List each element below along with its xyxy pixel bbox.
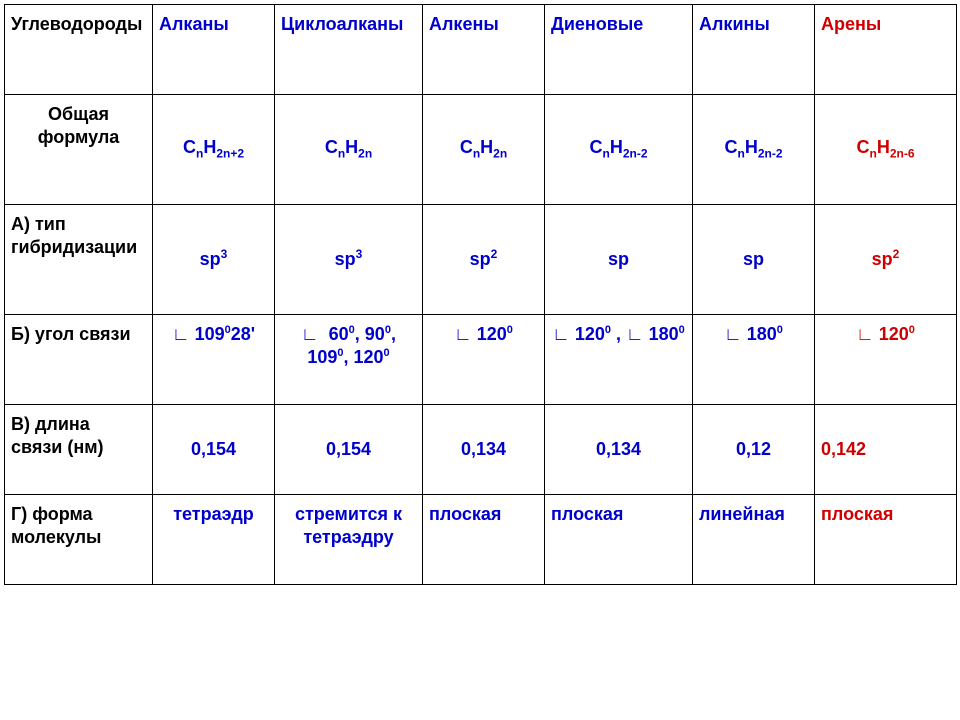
- header-cell-1: Алканы: [153, 5, 275, 95]
- length-alkenes: 0,134: [423, 405, 545, 495]
- hybrid-cycloalkanes: sp3: [275, 205, 423, 315]
- angle-cycloalkanes: ∟ 600, 900, 1090, 1200: [275, 315, 423, 405]
- angle-alkynes: ∟ 1800: [693, 315, 815, 405]
- angle-alkenes: ∟ 1200: [423, 315, 545, 405]
- length-alkynes: 0,12: [693, 405, 815, 495]
- row-formula-label: Общая формула: [5, 95, 153, 205]
- header-cell-2: Циклоалканы: [275, 5, 423, 95]
- hydrocarbons-table: Углеводороды Алканы Циклоалканы Алкены Д…: [4, 4, 957, 585]
- hybrid-dienes: sp: [545, 205, 693, 315]
- header-cell-4: Диеновые: [545, 5, 693, 95]
- angle-dienes: ∟ 1200 , ∟ 1800: [545, 315, 693, 405]
- header-cell-3: Алкены: [423, 5, 545, 95]
- formula-dienes: CnH2n-2: [545, 95, 693, 205]
- angle-alkanes: ∟ 109028': [153, 315, 275, 405]
- row-formula: Общая формула CnH2n+2 CnH2n CnH2n CnH2n-…: [5, 95, 957, 205]
- row-length-label: В) длина связи (нм): [5, 405, 153, 495]
- header-cell-6: Арены: [815, 5, 957, 95]
- header-cell-5: Алкины: [693, 5, 815, 95]
- angle-arenes: ∟ 1200: [815, 315, 957, 405]
- row-hybridization: А) тип гибридизации sp3 sp3 sp2 sp sp sp…: [5, 205, 957, 315]
- row-bond-length: В) длина связи (нм) 0,154 0,154 0,134 0,…: [5, 405, 957, 495]
- length-arenes: 0,142: [815, 405, 957, 495]
- shape-cycloalkanes: стремится к тетраэдру: [275, 495, 423, 585]
- header-cell-0: Углеводороды: [5, 5, 153, 95]
- shape-alkynes: линейная: [693, 495, 815, 585]
- hybrid-alkenes: sp2: [423, 205, 545, 315]
- row-angle-label: Б) угол связи: [5, 315, 153, 405]
- length-alkanes: 0,154: [153, 405, 275, 495]
- hybrid-arenes: sp2: [815, 205, 957, 315]
- shape-alkenes: плоская: [423, 495, 545, 585]
- length-cycloalkanes: 0,154: [275, 405, 423, 495]
- formula-alkynes: CnH2n-2: [693, 95, 815, 205]
- row-shape-label: Г) форма молекулы: [5, 495, 153, 585]
- row-bond-angle: Б) угол связи ∟ 109028' ∟ 600, 900, 1090…: [5, 315, 957, 405]
- formula-cycloalkanes: CnH2n: [275, 95, 423, 205]
- row-molecule-shape: Г) форма молекулы тетраэдр стремится к т…: [5, 495, 957, 585]
- length-dienes: 0,134: [545, 405, 693, 495]
- shape-arenes: плоская: [815, 495, 957, 585]
- formula-alkanes: CnH2n+2: [153, 95, 275, 205]
- header-row: Углеводороды Алканы Циклоалканы Алкены Д…: [5, 5, 957, 95]
- row-hybrid-label: А) тип гибридизации: [5, 205, 153, 315]
- shape-alkanes: тетраэдр: [153, 495, 275, 585]
- formula-alkenes: CnH2n: [423, 95, 545, 205]
- hybrid-alkynes: sp: [693, 205, 815, 315]
- formula-arenes: CnH2n-6: [815, 95, 957, 205]
- hybrid-alkanes: sp3: [153, 205, 275, 315]
- shape-dienes: плоская: [545, 495, 693, 585]
